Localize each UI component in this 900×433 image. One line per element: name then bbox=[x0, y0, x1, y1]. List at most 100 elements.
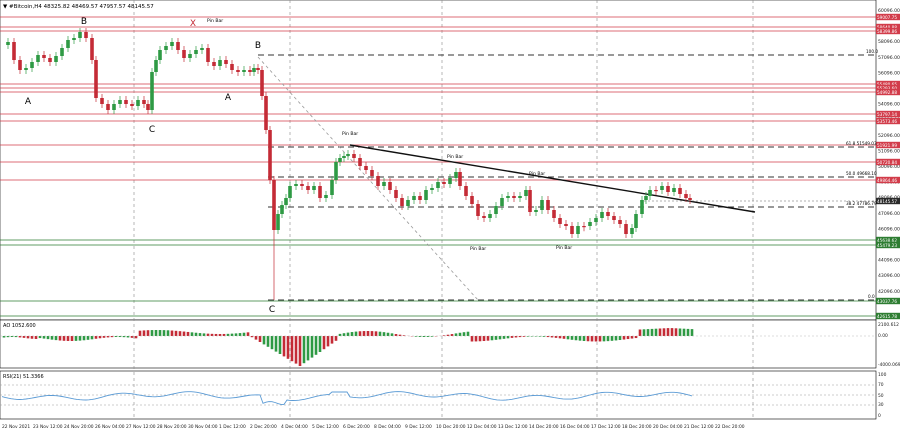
candle-body bbox=[146, 104, 150, 110]
candle-body bbox=[176, 42, 180, 50]
support-lines bbox=[0, 239, 876, 317]
candle-body bbox=[600, 212, 604, 218]
ao-bar bbox=[554, 336, 558, 338]
ao-bar bbox=[646, 329, 650, 336]
candle-body bbox=[318, 186, 322, 198]
candle-body bbox=[606, 212, 610, 216]
wave-label: X bbox=[190, 19, 196, 29]
candle-body bbox=[48, 58, 52, 62]
ao-bar bbox=[310, 336, 314, 358]
candle-body bbox=[376, 176, 380, 186]
ao-bar bbox=[366, 331, 370, 336]
time-axis-label: 22 Nov 2021 bbox=[2, 424, 30, 430]
candle-body bbox=[512, 196, 516, 198]
candle-body bbox=[506, 196, 510, 198]
pin-bar-label: Pin Bar bbox=[342, 131, 358, 137]
candle-body bbox=[342, 156, 346, 158]
wave-label: C bbox=[149, 125, 155, 135]
candle-body bbox=[264, 96, 268, 130]
ao-bar bbox=[214, 333, 218, 336]
ao-bar bbox=[462, 332, 466, 336]
candle-body bbox=[382, 182, 386, 186]
candle-body bbox=[430, 188, 434, 190]
candle-body bbox=[364, 166, 368, 170]
price-axis-label: 50096.00 bbox=[878, 164, 900, 170]
candle-body bbox=[272, 180, 276, 230]
ao-bar bbox=[598, 336, 602, 342]
ao-bar bbox=[478, 336, 482, 342]
candle-body bbox=[330, 180, 334, 195]
price-tag-box bbox=[876, 241, 900, 249]
ao-bar bbox=[686, 328, 690, 336]
ao-bar bbox=[446, 334, 450, 336]
ao-bar bbox=[50, 336, 54, 340]
candle-body bbox=[500, 198, 504, 206]
rsi-line bbox=[1, 391, 693, 405]
ao-axis: 2100.612 0.00 -4000.069 bbox=[878, 322, 900, 368]
time-axis-label: 1 Dec 12:00 bbox=[219, 424, 246, 430]
candle-body bbox=[72, 38, 76, 40]
ao-bar bbox=[518, 336, 522, 338]
ao-bar bbox=[550, 336, 554, 338]
ao-bar bbox=[534, 336, 538, 337]
candle-body bbox=[458, 172, 462, 186]
ao-bar bbox=[194, 332, 198, 336]
time-axis-label: 8 Dec 04:00 bbox=[374, 424, 401, 430]
ao-bar bbox=[350, 332, 354, 336]
ao-bar bbox=[306, 336, 310, 361]
price-tag-label: 48145.57 bbox=[877, 199, 897, 204]
ao-bar bbox=[210, 333, 214, 336]
ao-bar bbox=[202, 333, 206, 336]
price-tag-box bbox=[876, 13, 900, 21]
rsi-axis-label: 30 bbox=[878, 402, 884, 408]
ao-bar bbox=[30, 336, 34, 339]
candle-body bbox=[276, 214, 280, 230]
ao-bar bbox=[222, 333, 226, 336]
ao-bar bbox=[42, 336, 46, 339]
ao-bar bbox=[122, 336, 126, 338]
rsi-label: RSI(21) 51.3366 bbox=[3, 374, 44, 380]
ao-bar bbox=[126, 336, 130, 338]
ao-bar bbox=[174, 330, 178, 336]
ao-bar bbox=[430, 336, 434, 337]
ao-bar bbox=[346, 332, 350, 336]
wave-label: A bbox=[225, 93, 232, 103]
candle-body bbox=[124, 100, 128, 104]
ao-bar bbox=[454, 333, 458, 336]
candle-body bbox=[400, 198, 404, 206]
fibonacci-levels[interactable] bbox=[258, 54, 876, 301]
ao-bar bbox=[578, 336, 582, 341]
ao-bar bbox=[298, 336, 302, 366]
descending-trendline[interactable] bbox=[349, 144, 756, 213]
ao-bar bbox=[510, 336, 514, 338]
price-candles bbox=[6, 28, 692, 300]
candle-body bbox=[630, 228, 634, 234]
candle-body bbox=[594, 218, 598, 222]
ao-bar bbox=[198, 333, 202, 336]
ao-bar bbox=[530, 336, 534, 337]
ao-histogram bbox=[2, 328, 694, 366]
ao-bar bbox=[654, 328, 658, 336]
ao-indicator-panel[interactable] bbox=[0, 319, 877, 369]
ao-bar bbox=[190, 332, 194, 336]
ao-bar bbox=[258, 336, 262, 342]
price-tag-label: 55293.60 bbox=[877, 86, 897, 91]
pin-bar-label: Pin Bar bbox=[529, 171, 545, 177]
candle-body bbox=[588, 222, 592, 226]
rsi-indicator-panel[interactable] bbox=[0, 370, 877, 420]
candle-body bbox=[30, 62, 34, 68]
price-tag-label: 51921.99 bbox=[877, 143, 897, 148]
candle-body bbox=[406, 200, 410, 206]
rsi-axis-label: 70 bbox=[878, 382, 884, 388]
ao-bar bbox=[326, 336, 330, 347]
candle-body bbox=[206, 48, 210, 62]
price-tag-label: 42615.78 bbox=[877, 314, 897, 319]
candle-body bbox=[678, 188, 682, 194]
ao-bar bbox=[146, 330, 150, 336]
time-axis-label: 22 Dec 20:00 bbox=[715, 424, 745, 430]
ao-bar bbox=[562, 336, 566, 339]
ao-bar bbox=[18, 336, 22, 338]
fibonacci-trendline[interactable] bbox=[257, 56, 479, 301]
ao-bar bbox=[502, 336, 506, 339]
